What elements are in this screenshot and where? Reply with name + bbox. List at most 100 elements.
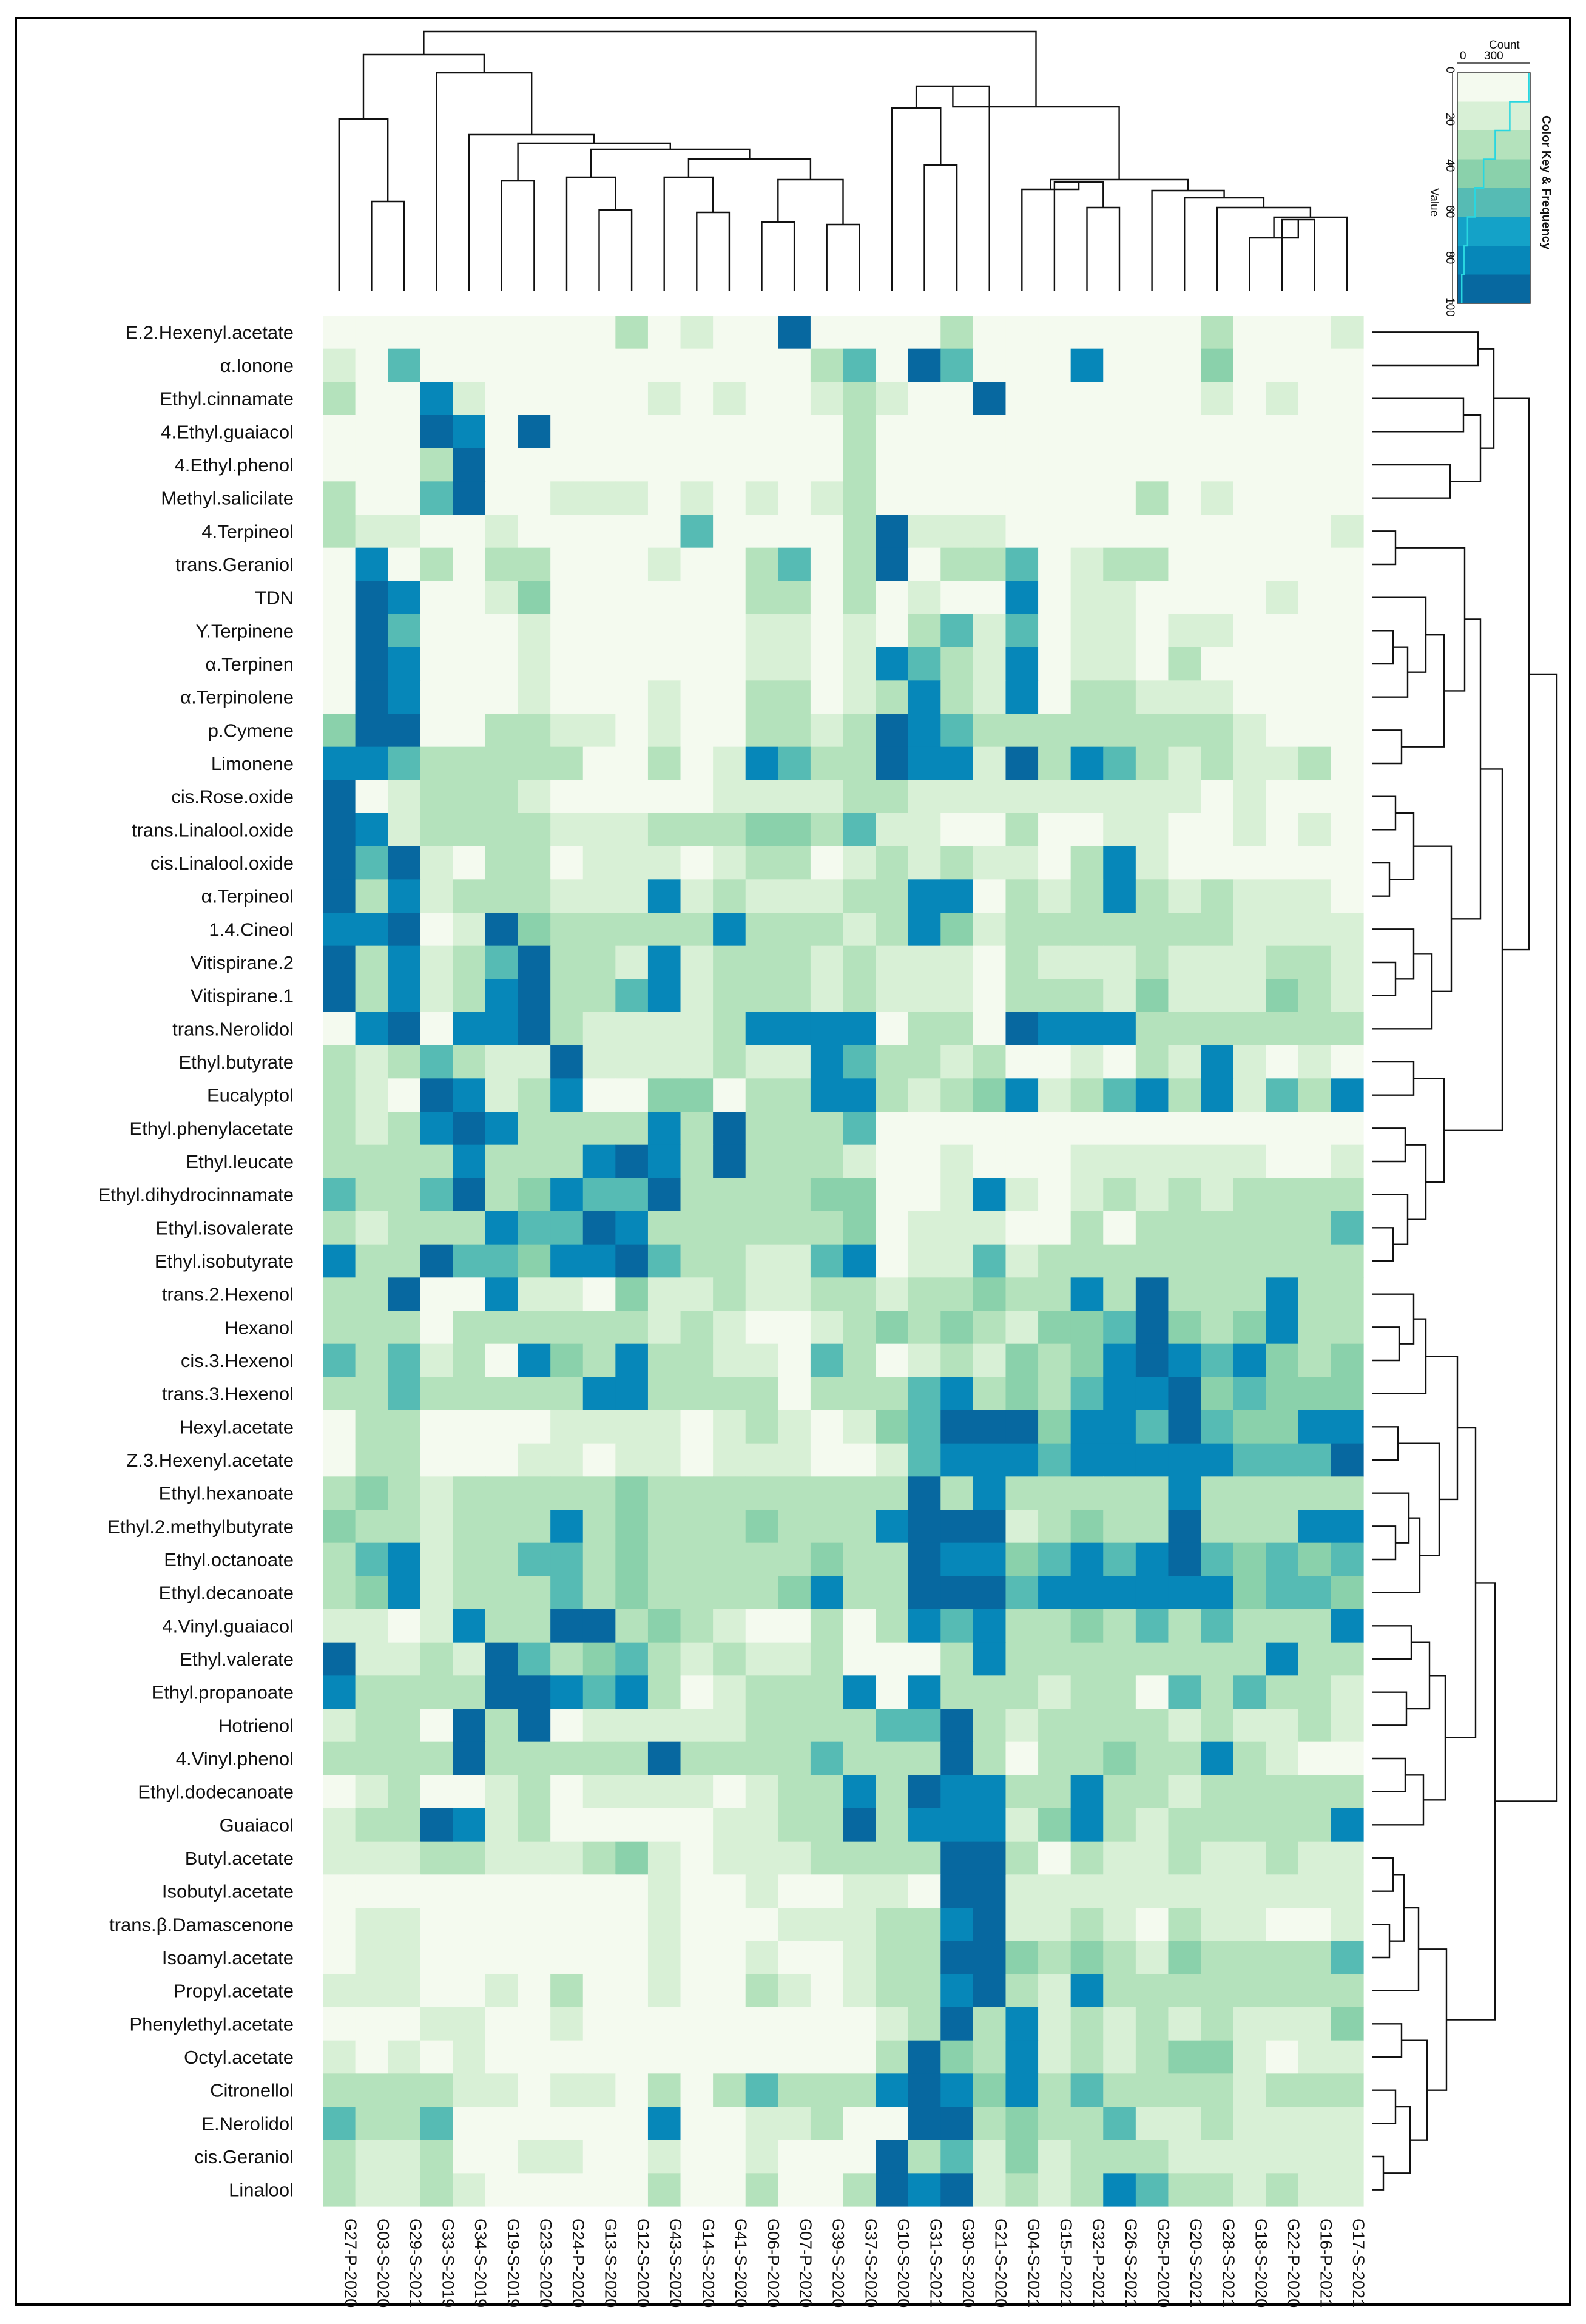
heatmap-cell xyxy=(1168,813,1201,847)
heatmap-cell xyxy=(940,316,974,350)
heatmap-cell xyxy=(1266,515,1299,549)
row-label: trans.2.Hexenol xyxy=(162,1284,294,1305)
heatmap-cell xyxy=(550,1941,584,1974)
heatmap-cell xyxy=(518,515,551,549)
heatmap-cell xyxy=(550,1078,584,1112)
heatmap-cell xyxy=(1135,348,1169,382)
heatmap-cell xyxy=(1038,1542,1071,1576)
heatmap-cell xyxy=(1201,647,1234,681)
heatmap-cell xyxy=(778,1311,811,1345)
heatmap-cell xyxy=(1135,680,1169,714)
heatmap-cell xyxy=(615,2140,649,2174)
heatmap-cell xyxy=(778,647,811,681)
heatmap-cell xyxy=(680,1078,714,1112)
heatmap-cell xyxy=(680,1576,714,1610)
column-label: G13-S-2020 xyxy=(602,2218,620,2308)
heatmap-cell xyxy=(1005,2140,1039,2174)
heatmap-cell xyxy=(745,1311,778,1345)
heatmap-cell xyxy=(1070,1244,1104,1278)
heatmap-cell xyxy=(843,448,876,482)
heatmap-cell xyxy=(485,1112,519,1146)
heatmap-cell xyxy=(680,348,714,382)
heatmap-cell xyxy=(485,746,519,780)
heatmap-cell xyxy=(1201,680,1234,714)
heatmap-cell xyxy=(1168,1741,1201,1775)
heatmap-cell xyxy=(550,1908,584,1942)
heatmap-cell xyxy=(1005,2173,1039,2207)
heatmap-cell xyxy=(1135,448,1169,482)
heatmap-cell xyxy=(355,1112,388,1146)
heatmap-cell xyxy=(518,714,551,748)
heatmap-cell xyxy=(1331,1709,1364,1743)
heatmap-cell xyxy=(1298,382,1331,416)
column-label: G29-S-2021 xyxy=(407,2218,425,2308)
heatmap-cell xyxy=(550,1974,584,2008)
heatmap-cell xyxy=(485,780,519,814)
heatmap-cell xyxy=(843,316,876,350)
heatmap-cell xyxy=(940,1277,974,1311)
heatmap-cell xyxy=(355,1609,388,1643)
heatmap-cell xyxy=(713,2040,746,2074)
heatmap-cell xyxy=(745,1542,778,1576)
heatmap-cell xyxy=(908,348,941,382)
heatmap-cell xyxy=(745,1941,778,1974)
heatmap-cell xyxy=(1266,879,1299,913)
heatmap-cell xyxy=(1005,614,1039,648)
heatmap-cell xyxy=(1135,1941,1169,1974)
heatmap-cell xyxy=(388,1112,421,1146)
row-label: 4.Terpineol xyxy=(201,521,294,542)
heatmap-cell xyxy=(1201,316,1234,350)
heatmap-cell xyxy=(713,1211,746,1245)
heatmap-cell xyxy=(388,647,421,681)
heatmap-cell xyxy=(973,1741,1007,1775)
heatmap-cell xyxy=(973,1178,1007,1212)
heatmap-cell xyxy=(680,1476,714,1510)
heatmap-cell xyxy=(810,1443,844,1477)
heatmap-cell xyxy=(1331,1841,1364,1875)
heatmap-cell xyxy=(1070,1377,1104,1411)
heatmap-cell xyxy=(1266,1841,1299,1875)
heatmap-cell xyxy=(1038,945,1071,979)
heatmap-cell xyxy=(1298,1377,1331,1411)
dendrogram-link xyxy=(1426,1356,1459,1501)
heatmap-cell xyxy=(582,1377,616,1411)
heatmap-cell xyxy=(485,348,519,382)
heatmap-cell xyxy=(1298,1112,1331,1146)
heatmap-cell xyxy=(1038,1211,1071,1245)
key-value-tick: 0 xyxy=(1443,67,1456,73)
heatmap-cell xyxy=(908,2040,941,2074)
heatmap-cell xyxy=(420,647,453,681)
heatmap-cell xyxy=(778,1642,811,1676)
heatmap-cell xyxy=(1070,614,1104,648)
heatmap-cell xyxy=(453,1841,486,1875)
dendrogram-link xyxy=(1423,1675,1446,1801)
column-label: G28-S-2021 xyxy=(1220,2218,1238,2308)
row-label: Ethyl.isovalerate xyxy=(156,1217,294,1238)
heatmap-cell xyxy=(550,1144,584,1178)
heatmap-cell xyxy=(1331,879,1364,913)
heatmap-cell xyxy=(843,1874,876,1908)
heatmap-cell xyxy=(1038,1112,1071,1146)
heatmap-cell xyxy=(1038,1941,1071,1974)
heatmap-cell xyxy=(518,382,551,416)
heatmap-cell xyxy=(876,1841,909,1875)
heatmap-cell xyxy=(518,1211,551,1245)
heatmap-cell xyxy=(876,1144,909,1178)
heatmap-cell xyxy=(843,2173,876,2207)
heatmap-cell xyxy=(518,1808,551,1842)
heatmap-cell xyxy=(550,481,584,515)
heatmap-cell xyxy=(1038,1343,1071,1377)
heatmap-cell xyxy=(843,680,876,714)
heatmap-cell xyxy=(1135,913,1169,947)
heatmap-cell xyxy=(940,1476,974,1510)
heatmap-cell xyxy=(876,647,909,681)
heatmap-cell xyxy=(420,1178,453,1212)
heatmap-cell xyxy=(908,813,941,847)
heatmap-cell xyxy=(1266,1045,1299,1079)
heatmap-cell xyxy=(1038,448,1071,482)
dendrogram-link xyxy=(371,200,405,291)
heatmap-cell xyxy=(1038,2040,1071,2074)
heatmap-cell xyxy=(582,316,616,350)
heatmap-cell xyxy=(1103,348,1136,382)
heatmap-cell xyxy=(1005,1144,1039,1178)
